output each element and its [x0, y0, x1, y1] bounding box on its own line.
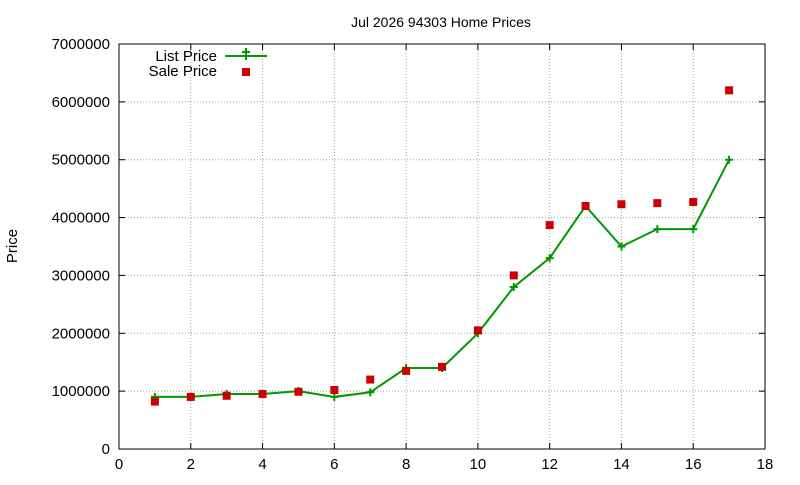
- x-tick-label: 4: [258, 456, 266, 473]
- data-point-sale-price: [725, 86, 734, 95]
- data-point-sale-price: [402, 366, 411, 375]
- grid: [119, 44, 765, 449]
- y-tick-label: 3000000: [52, 267, 110, 284]
- axes: 0 2 4 6 8 10 12 14 16 18 0 1000000 2000000 3000000 400…: [52, 36, 774, 473]
- y-tick-label: 6000000: [52, 94, 110, 111]
- series-line-list-price: [154, 159, 730, 398]
- data-point-list-price: [689, 225, 698, 234]
- data-point-sale-price: [509, 271, 518, 280]
- x-tick-label: 8: [402, 456, 410, 473]
- legend-label-sale-price: Sale Price: [149, 63, 217, 80]
- data-point-sale-price: [150, 397, 159, 406]
- data-point-list-price: [366, 388, 375, 397]
- data-point-sale-price: [294, 387, 303, 396]
- series: [150, 86, 734, 406]
- data-point-sale-price: [473, 326, 482, 335]
- y-tick-label: 1000000: [52, 383, 110, 400]
- data-point-list-price: [330, 392, 339, 401]
- legend-marker-sale-price: [242, 68, 250, 76]
- x-tick-label: 2: [187, 456, 195, 473]
- x-tick-label: 6: [330, 456, 338, 473]
- x-tick-label: 14: [613, 456, 630, 473]
- x-tick-label: 18: [757, 456, 774, 473]
- y-tick-label: 0: [102, 441, 110, 458]
- data-point-sale-price: [258, 390, 267, 399]
- plot-frame: [118, 43, 766, 450]
- data-point-sale-price: [330, 385, 339, 394]
- chart-title: Jul 2026 94303 Home Prices: [351, 14, 531, 30]
- x-tick-label: 12: [541, 456, 558, 473]
- data-point-list-price: [617, 242, 626, 251]
- legend: List Price Sale Price: [149, 48, 267, 80]
- legend-label-list-price: List Price: [155, 48, 217, 65]
- data-point-sale-price: [366, 375, 375, 384]
- data-point-sale-price: [617, 200, 626, 209]
- data-point-sale-price: [653, 199, 662, 208]
- x-tick-label: 10: [470, 456, 487, 473]
- data-point-sale-price: [222, 391, 231, 400]
- data-point-sale-price: [545, 221, 554, 230]
- y-tick-label: 2000000: [52, 325, 110, 342]
- y-tick-label: 7000000: [52, 36, 110, 53]
- data-point-list-price: [509, 283, 518, 291]
- data-point-list-price: [545, 254, 554, 263]
- x-tick-label: 16: [685, 456, 702, 473]
- data-point-list-price: [725, 155, 734, 164]
- y-tick-label: 5000000: [52, 152, 110, 169]
- y-axis-label: Price: [4, 229, 21, 263]
- data-point-sale-price: [689, 197, 698, 206]
- legend-marker-list-price: [242, 48, 250, 60]
- x-tick-label: 0: [115, 456, 123, 473]
- data-point-sale-price: [438, 362, 446, 371]
- data-point-sale-price: [581, 202, 590, 210]
- data-point-list-price: [653, 225, 662, 234]
- y-tick-label: 4000000: [52, 210, 110, 227]
- data-point-sale-price: [186, 392, 195, 401]
